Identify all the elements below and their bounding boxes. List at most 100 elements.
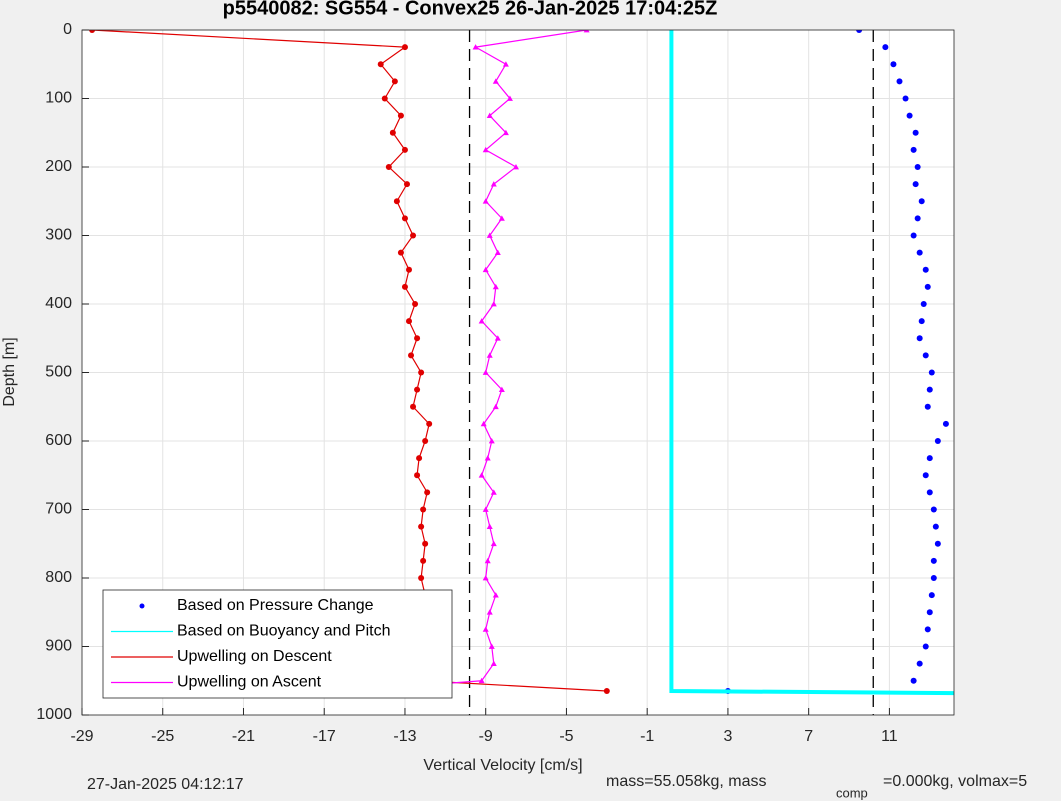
- data-point: [482, 626, 489, 632]
- series-line: [669, 30, 954, 696]
- data-point: [914, 164, 921, 170]
- legend-label: Based on Buoyancy and Pitch: [177, 623, 390, 640]
- footer-mass: mass=55.058kg, mass: [606, 773, 767, 790]
- x-tick-label: -17: [313, 728, 336, 745]
- y-tick-label: 300: [45, 227, 72, 244]
- data-point: [934, 438, 941, 444]
- data-point: [922, 643, 929, 650]
- data-point: [583, 30, 590, 33]
- x-tick-label: -13: [393, 728, 416, 745]
- data-point: [920, 301, 927, 307]
- data-point: [418, 575, 425, 581]
- data-point: [506, 95, 513, 101]
- data-point: [492, 283, 499, 290]
- data-point: [910, 677, 917, 684]
- data-point: [420, 557, 427, 564]
- data-point: [484, 455, 491, 461]
- footer-rest: =0.000kg, volmax=5: [883, 773, 1027, 790]
- data-point: [922, 352, 929, 359]
- data-point: [498, 386, 505, 393]
- data-point: [418, 369, 425, 376]
- footer-timestamp: 27-Jan-2025 04:12:17: [87, 776, 244, 793]
- data-point: [385, 164, 392, 170]
- data-point: [486, 523, 493, 530]
- y-tick-label: 600: [45, 432, 72, 449]
- x-tick-label: -1: [640, 728, 654, 745]
- data-point: [406, 318, 412, 325]
- data-point: [912, 181, 919, 188]
- data-point: [401, 215, 408, 222]
- series-line: [344, 30, 587, 692]
- data-point: [928, 369, 935, 376]
- data-point: [406, 266, 412, 273]
- data-point: [412, 301, 419, 307]
- data-point: [488, 643, 495, 649]
- data-point: [480, 420, 487, 427]
- x-tick-label: -5: [559, 728, 573, 745]
- data-point: [408, 352, 415, 359]
- data-point: [420, 506, 427, 513]
- data-point: [410, 232, 417, 239]
- legend-label: Based on Pressure Change: [177, 597, 374, 614]
- chart-title: p5540082: SG554 - Convex25 26-Jan-2025 1…: [223, 0, 718, 19]
- data-point: [381, 95, 388, 102]
- data-point: [482, 506, 489, 512]
- data-point: [930, 575, 937, 581]
- data-point: [502, 61, 509, 67]
- data-point: [924, 626, 931, 633]
- data-point: [414, 472, 421, 479]
- y-tick-label: 100: [45, 90, 72, 107]
- data-point: [391, 78, 398, 85]
- data-point: [486, 609, 493, 615]
- data-point: [918, 318, 925, 325]
- data-point: [856, 30, 863, 33]
- data-point: [488, 438, 495, 444]
- x-tick-label: 3: [723, 728, 732, 745]
- data-point: [924, 283, 931, 290]
- legend-marker: [139, 603, 145, 609]
- x-tick-label: -21: [232, 728, 255, 745]
- y-tick-label: 400: [45, 295, 72, 312]
- data-point: [401, 44, 408, 51]
- data-point: [603, 688, 610, 695]
- data-point: [490, 301, 497, 307]
- data-point: [922, 266, 929, 273]
- data-point: [890, 61, 897, 68]
- data-point: [482, 369, 489, 375]
- data-point: [389, 129, 396, 136]
- data-point: [486, 112, 493, 119]
- data-point: [490, 540, 497, 547]
- x-tick-label: -29: [70, 728, 93, 745]
- data-point: [918, 198, 925, 205]
- data-point: [422, 438, 429, 444]
- data-point: [914, 215, 921, 222]
- data-point: [397, 112, 404, 119]
- data-point: [502, 129, 509, 136]
- y-tick-label: 800: [45, 569, 72, 586]
- footer-subscript: comp: [836, 785, 868, 800]
- data-point: [926, 386, 933, 393]
- data-point: [377, 61, 384, 68]
- y-axis-label: Depth [m]: [1, 337, 18, 406]
- data-point: [494, 335, 501, 341]
- legend-box: [102, 589, 453, 699]
- data-point: [926, 609, 933, 616]
- data-point: [393, 198, 400, 205]
- data-point: [472, 44, 479, 50]
- data-point: [926, 489, 933, 496]
- data-point: [930, 506, 937, 513]
- y-tick-label: 500: [45, 364, 72, 381]
- data-point: [478, 318, 485, 324]
- x-axis-label: Vertical Velocity [cm/s]: [423, 757, 582, 774]
- data-point: [926, 455, 933, 462]
- data-point: [478, 472, 485, 478]
- data-point: [401, 283, 408, 290]
- data-point: [490, 489, 497, 495]
- y-tick-label: 700: [45, 501, 72, 518]
- data-point: [928, 592, 935, 599]
- data-point: [490, 181, 497, 187]
- data-point: [478, 677, 485, 684]
- data-point: [426, 420, 433, 427]
- data-point: [916, 660, 923, 667]
